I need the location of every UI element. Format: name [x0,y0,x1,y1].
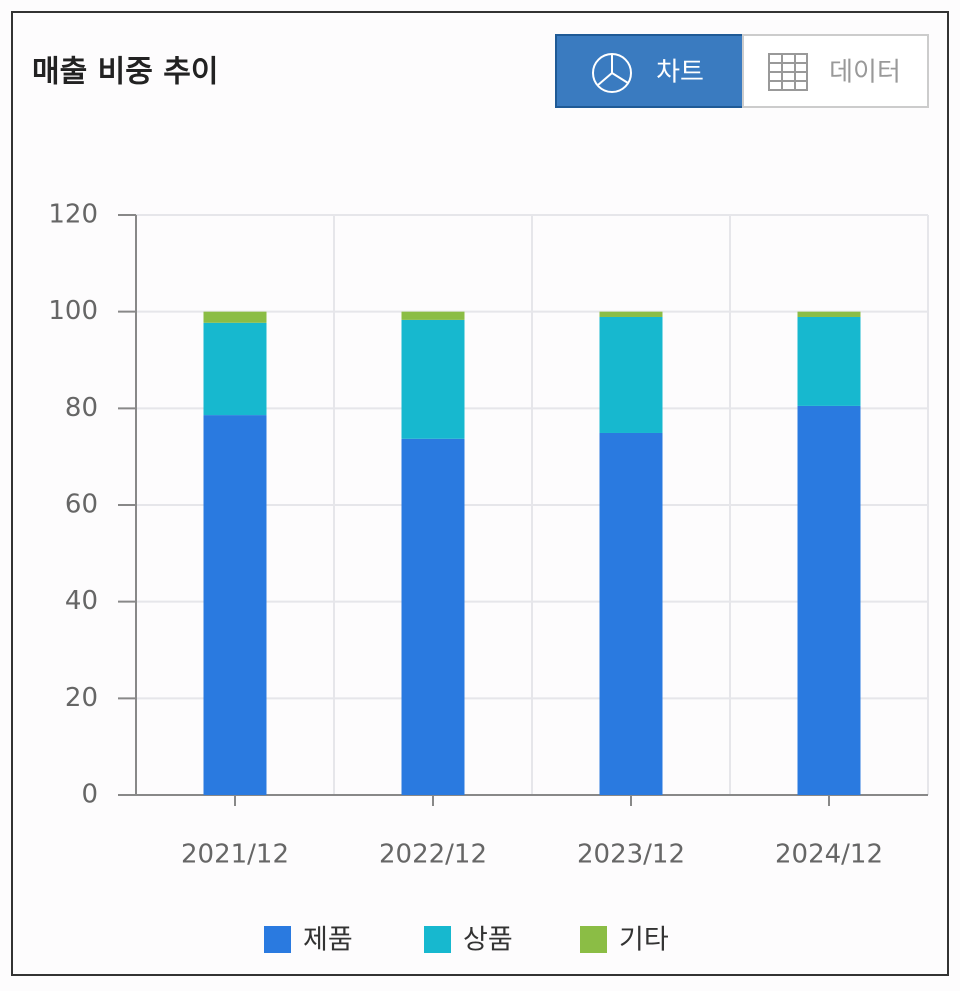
bar-segment [401,438,465,795]
chart-title: 매출 비중 추이 [32,55,219,90]
y-tick-label: 0 [81,780,98,810]
bar-segment [203,415,267,795]
legend-label: 제품 [303,925,353,956]
bar-segment [599,316,663,433]
x-tick-label: 2024/12 [775,840,883,870]
bar-segment [599,311,663,317]
bar-segment [203,322,267,416]
x-tick-label: 2021/12 [181,840,289,870]
legend-swatch [424,926,451,953]
y-tick-label: 100 [48,296,98,326]
x-tick-label: 2023/12 [577,840,685,870]
bar-segment [203,311,267,323]
y-tick-label: 20 [65,683,98,713]
legend-label: 기타 [619,925,669,956]
bar-segment [797,405,861,795]
table-icon [768,53,808,91]
y-tick-label: 80 [65,393,98,423]
bar-segment [401,319,465,439]
legend-label: 상품 [463,925,513,956]
bar-segment [401,311,465,320]
chart-button[interactable] [555,34,744,108]
legend-swatch [580,926,607,953]
chart-icon [597,54,629,86]
frame [11,11,949,976]
bar-segment [599,432,663,795]
legend-swatch [264,926,291,953]
bar-segment [797,316,861,406]
button-label: 데이터 [829,58,901,88]
x-tick-label: 2022/12 [379,840,487,870]
bar-segment [797,311,861,317]
button-label: 차트 [656,58,704,88]
y-tick-label: 120 [48,200,98,230]
y-tick-label: 40 [65,586,98,616]
y-tick-label: 60 [65,490,98,520]
